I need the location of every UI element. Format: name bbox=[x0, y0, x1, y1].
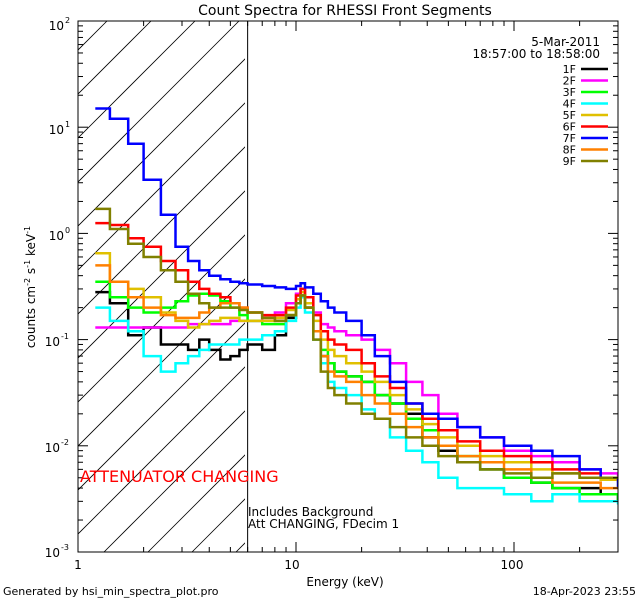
plot-frame bbox=[77, 20, 619, 553]
x-tick-label-100: 100 bbox=[501, 558, 524, 572]
y-tick-label-1e1: 10 1 bbox=[49, 120, 70, 137]
legend-label-1F: 1F bbox=[563, 63, 576, 76]
hatch-line bbox=[78, 234, 245, 403]
legend-label-4F: 4F bbox=[563, 98, 576, 111]
series-line-7F bbox=[95, 107, 618, 489]
series-group bbox=[95, 107, 618, 505]
hatch-line bbox=[78, 278, 245, 447]
y-tick-label-1e-3: 10 -3 bbox=[45, 543, 69, 560]
y-tick-base: 10 bbox=[49, 123, 64, 137]
hatch-line bbox=[632, 21, 640, 552]
series-line-5F bbox=[95, 252, 618, 483]
axis-ticks bbox=[77, 20, 619, 553]
y-tick-label-1e-2: 10 -2 bbox=[45, 438, 69, 455]
y-tick-label-1e0: 10 0 bbox=[49, 226, 70, 243]
hatched-region bbox=[0, 21, 640, 552]
hatch-line bbox=[78, 58, 245, 227]
hatch-line bbox=[0, 21, 19, 552]
hatch-line bbox=[78, 366, 245, 535]
y-tick-base: 10 bbox=[45, 441, 60, 455]
legend-label-5F: 5F bbox=[563, 109, 576, 122]
y-tick-label-1e-1: 10 -1 bbox=[45, 332, 69, 349]
y-tick-base: 10 bbox=[49, 229, 64, 243]
time-range-label: 18:57:00 to 18:58:00 bbox=[473, 47, 600, 61]
hatch-line bbox=[78, 146, 245, 315]
y-axis-label-text: counts cm-2 s-1 keV-1 bbox=[23, 226, 38, 348]
y-tick-exp: 0 bbox=[65, 226, 70, 235]
hatch-line bbox=[103, 410, 245, 552]
y-axis-label: counts cm-2 s-1 keV-1 bbox=[23, 226, 38, 348]
x-tick-label-10: 10 bbox=[284, 558, 299, 572]
note-att-fdecim: Att CHANGING, FDecim 1 bbox=[248, 517, 399, 531]
y-tick-label-1e2: 10 2 bbox=[49, 16, 70, 33]
hatch-line bbox=[78, 322, 245, 491]
legend-label-3F: 3F bbox=[563, 86, 576, 99]
footer-generated-by: Generated by hsi_min_spectra_plot.pro bbox=[3, 585, 219, 598]
hatch-line bbox=[78, 21, 240, 183]
legend-label-6F: 6F bbox=[563, 121, 576, 134]
hatch-line bbox=[78, 190, 245, 359]
chart-title: Count Spectra for RHESSI Front Segments bbox=[198, 3, 492, 19]
y-tick-base: 10 bbox=[45, 546, 60, 560]
footer-timestamp: 18-Apr-2023 23:55 bbox=[533, 585, 636, 598]
legend-label-9F: 9F bbox=[563, 155, 576, 168]
y-tick-base: 10 bbox=[49, 19, 64, 33]
hatch-line bbox=[147, 454, 245, 552]
y-tick-exp: -2 bbox=[61, 438, 69, 447]
y-tick-exp: 2 bbox=[65, 16, 70, 25]
x-axis-label: Energy (keV) bbox=[306, 575, 383, 589]
series-line-9F bbox=[95, 207, 618, 480]
date-label: 5-Mar-2011 bbox=[531, 35, 600, 49]
legend-label-2F: 2F bbox=[563, 75, 576, 88]
legend-label-7F: 7F bbox=[563, 132, 576, 145]
y-tick-exp: 1 bbox=[65, 120, 70, 129]
note-background: Includes Background bbox=[248, 505, 373, 519]
hatch-line bbox=[78, 102, 245, 271]
x-tick-label-1: 1 bbox=[74, 558, 82, 572]
series-line-6F bbox=[95, 221, 618, 480]
y-tick-exp: -1 bbox=[61, 332, 69, 341]
legend-label-8F: 8F bbox=[563, 144, 576, 157]
attenuator-changing-label: ATTENUATOR CHANGING bbox=[80, 467, 279, 486]
y-tick-exp: -3 bbox=[61, 543, 69, 552]
y-tick-base: 10 bbox=[45, 335, 60, 349]
